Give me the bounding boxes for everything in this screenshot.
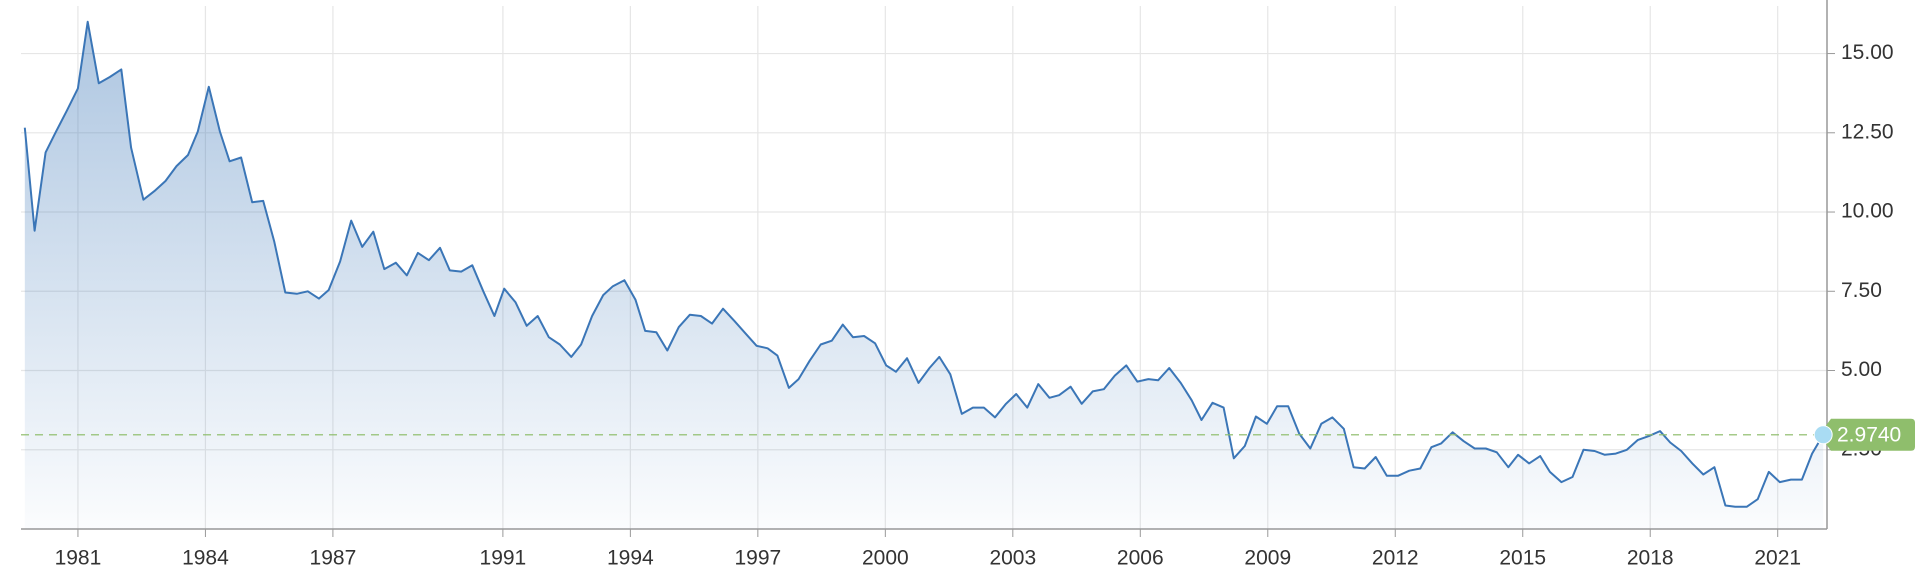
- x-tick-label: 2015: [1499, 547, 1546, 570]
- y-tick-label: 15.00: [1841, 41, 1894, 64]
- x-tick-label: 2000: [862, 547, 909, 570]
- x-tick-label: 2009: [1244, 547, 1291, 570]
- x-tick-label: 2006: [1117, 547, 1164, 570]
- x-tick-label: 2003: [989, 547, 1036, 570]
- x-tick-label: 1991: [480, 547, 527, 570]
- value-badge: [1819, 418, 1915, 451]
- line: [23, 20, 1825, 508]
- x-tick-label: 1987: [310, 547, 357, 570]
- x-tick-label: 1994: [607, 547, 654, 570]
- x-tick-label: 1997: [734, 547, 781, 570]
- x-tick-label: 1984: [182, 547, 229, 570]
- x-tick-label: 1981: [55, 547, 102, 570]
- area-fill: [24, 21, 1824, 530]
- x-tick-label: 2018: [1627, 547, 1674, 570]
- x-tick-label: 2012: [1372, 547, 1419, 570]
- last-point: [1813, 425, 1833, 445]
- x-tick-label: 2021: [1754, 547, 1801, 570]
- y-tick-label: 7.50: [1841, 279, 1882, 302]
- y-tick-label: 12.50: [1841, 120, 1894, 143]
- value-badge-label: 2.9740: [1837, 423, 1901, 446]
- y-tick-label: 5.00: [1841, 358, 1882, 381]
- y-tick-label: 10.00: [1841, 200, 1894, 223]
